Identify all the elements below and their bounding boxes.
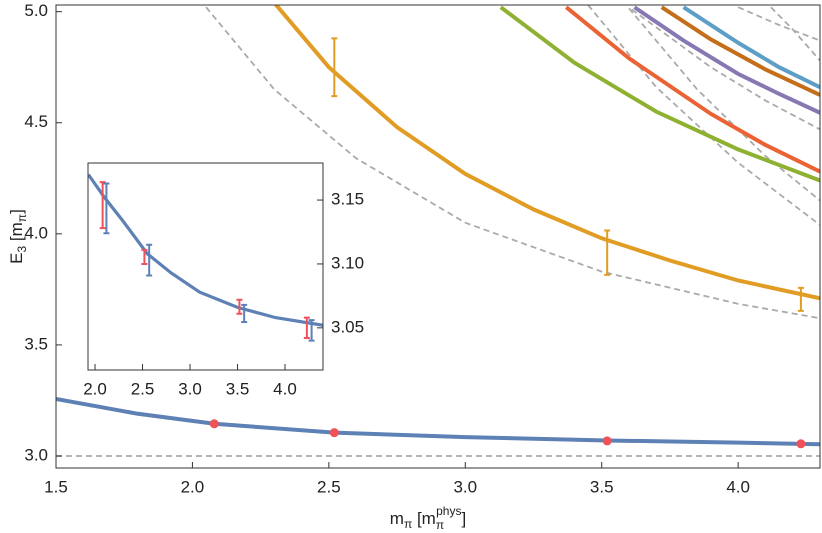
error-bar	[241, 303, 248, 323]
dashed-curve	[628, 7, 820, 202]
x-axis-label-part: ]	[461, 509, 466, 528]
curve	[660, 5, 820, 97]
data-point	[796, 439, 806, 449]
data-point	[602, 436, 612, 446]
data-point	[209, 419, 219, 429]
error-bar	[146, 243, 153, 277]
x-tick-label: 2.0	[83, 379, 107, 398]
curve	[633, 5, 820, 115]
x-tick-label: 3.5	[226, 379, 250, 398]
x-tick-label: 1.5	[44, 477, 68, 496]
error-bar	[103, 182, 110, 235]
x-axis-label-part: π	[404, 517, 412, 531]
curve	[273, 5, 820, 301]
plot-area	[88, 173, 323, 342]
plot-frame	[55, 4, 821, 469]
x-axis-label-part: [m	[412, 509, 436, 528]
plot-frame	[87, 162, 324, 371]
y-axis-label-part: [m	[7, 222, 26, 246]
x-tick-label: 3.5	[590, 477, 614, 496]
dashed-curve	[587, 5, 820, 226]
error-bar	[797, 286, 804, 312]
x-axis-label: mπ [mπphys]	[390, 504, 466, 532]
x-tick-label: 4.0	[726, 477, 750, 496]
x-tick-label: 2.5	[317, 477, 341, 496]
dashed-curve	[737, 6, 820, 42]
dashed-curve	[770, 6, 820, 62]
x-tick-label: 2.5	[131, 379, 155, 398]
plot-area	[56, 5, 820, 457]
error-bar	[604, 229, 611, 276]
error-bar	[236, 298, 243, 315]
inset-plot: 2.0 2.5 3.0 3.5 4.0 3.05 3.10 3.15	[83, 162, 364, 398]
y-tick-label: 4.0	[24, 223, 48, 242]
y-tick-label: 4.5	[24, 112, 48, 131]
plot-background	[88, 163, 323, 370]
y-axis-label-part: 3	[15, 245, 29, 252]
y-tick-label: 3.10	[331, 253, 364, 272]
curve	[682, 5, 820, 89]
x-tick-label: 3.0	[453, 477, 477, 496]
error-bar	[303, 316, 310, 340]
error-bar	[141, 248, 148, 265]
y-tick-label: 3.15	[331, 190, 364, 209]
x-tick-label: 3.0	[178, 379, 202, 398]
dashed-curve	[631, 8, 820, 131]
y-axis-label-part: E	[7, 252, 26, 263]
error-bar	[331, 37, 338, 98]
y-tick-label: 3.5	[24, 334, 48, 353]
y-tick-label: 3.0	[24, 445, 48, 464]
x-axis-label-part: phys	[436, 504, 461, 518]
curve	[88, 173, 323, 327]
curve	[564, 5, 820, 174]
y-tick-label: 3.05	[331, 317, 364, 336]
x-tick-label: 4.0	[273, 379, 297, 398]
y-axis-label: E3 [mπ]	[7, 209, 29, 264]
error-bar	[308, 319, 315, 342]
x-axis-label-part: π	[436, 518, 444, 532]
x-axis-label-part: m	[390, 509, 404, 528]
curve	[499, 5, 820, 183]
x-tick-label: 2.0	[181, 477, 205, 496]
y-axis-label-part: π	[15, 214, 29, 222]
error-bar	[99, 181, 106, 230]
data-point	[329, 428, 339, 438]
y-tick-label: 5.0	[24, 1, 48, 20]
y-axis-label-part: ]	[7, 209, 26, 214]
dashed-curve	[205, 6, 820, 320]
curve	[56, 396, 820, 447]
